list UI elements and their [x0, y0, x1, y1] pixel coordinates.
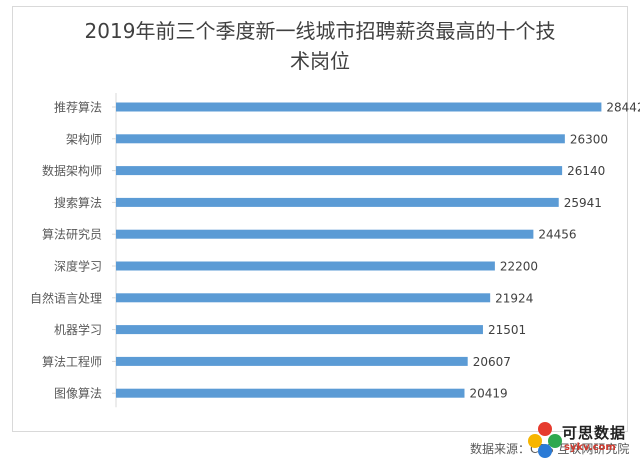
category-label: 机器学习 — [54, 322, 102, 337]
bar-value-label: 21501 — [488, 323, 526, 337]
category-label: 算法工程师 — [42, 354, 102, 369]
bar — [116, 325, 483, 335]
category-label: 自然语言处理 — [30, 290, 102, 305]
bar-value-label: 21924 — [495, 291, 533, 305]
bar-value-label: 28442 — [606, 101, 640, 115]
logo-dot-yellow — [528, 434, 542, 448]
bar — [116, 356, 468, 366]
bar-value-label: 24456 — [538, 228, 576, 242]
bar — [116, 229, 534, 239]
logo-dot-blue — [538, 444, 552, 458]
logo-dots-icon — [528, 422, 564, 458]
bar — [116, 197, 559, 207]
logo-dot-green — [548, 434, 562, 448]
watermark-sub-text: sykv.com — [564, 442, 616, 453]
bar-value-label: 26140 — [567, 164, 605, 178]
chart-title-line-2: 术岗位 — [290, 49, 350, 73]
chart-title-line-1: 2019年前三个季度新一线城市招聘薪资最高的十个技 — [84, 19, 556, 43]
category-label: 深度学习 — [54, 259, 102, 274]
category-label: 架构师 — [66, 131, 102, 146]
bar — [116, 261, 495, 271]
bar-value-label: 22200 — [500, 260, 538, 274]
watermark-main-text: 可思数据 — [562, 424, 627, 442]
bar — [116, 134, 565, 144]
bar — [116, 166, 563, 176]
category-label: 算法研究员 — [42, 227, 102, 242]
bar-value-label: 26300 — [570, 132, 608, 146]
bar — [116, 102, 602, 112]
category-label: 推荐算法 — [54, 100, 102, 115]
category-label: 图像算法 — [54, 386, 102, 401]
category-label: 数据架构师 — [42, 163, 102, 178]
chart-title: 2019年前三个季度新一线城市招聘薪资最高的十个技 术岗位 — [20, 16, 620, 76]
logo-dot-red — [538, 422, 552, 436]
bar-value-label: 20607 — [473, 355, 511, 369]
watermark-logo: 可思数据 sykv.com — [528, 420, 638, 460]
bar — [116, 388, 465, 398]
bar-value-label: 20419 — [469, 387, 507, 401]
category-label: 搜索算法 — [54, 195, 102, 210]
bar-value-label: 25941 — [564, 196, 602, 210]
bar — [116, 293, 491, 303]
